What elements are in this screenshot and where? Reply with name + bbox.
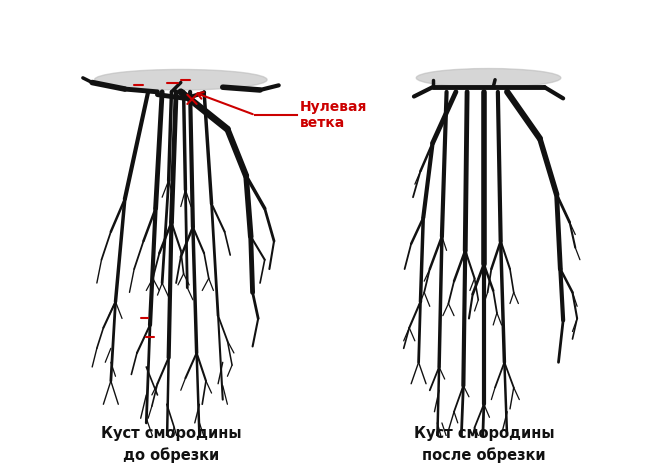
Ellipse shape	[94, 69, 267, 90]
Text: Куст смородины
после обрезки: Куст смородины после обрезки	[414, 426, 554, 463]
Text: Куст смородины
до обрезки: Куст смородины до обрезки	[101, 426, 242, 463]
Text: Нулевая
ветка: Нулевая ветка	[300, 100, 368, 130]
Ellipse shape	[416, 69, 561, 87]
